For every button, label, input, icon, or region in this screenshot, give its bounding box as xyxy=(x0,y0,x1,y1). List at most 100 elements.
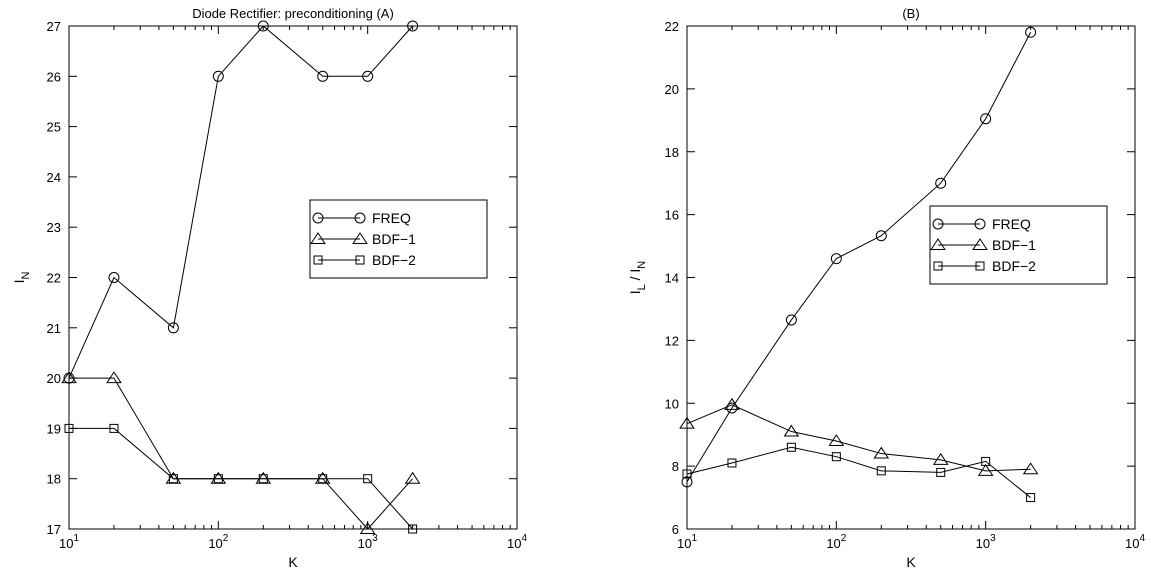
legend: FREQ BDF−1 BDF−2 xyxy=(309,199,488,279)
x-tick-label: 103 xyxy=(976,533,996,551)
legend-marker-bdf-1 xyxy=(352,232,368,244)
y-tick-label: 22 xyxy=(665,19,679,34)
data-point-bdf-2 xyxy=(318,474,328,484)
y-tick-label: 21 xyxy=(47,321,61,336)
data-point-bdf-1 xyxy=(61,371,77,384)
data-point-bdf-1 xyxy=(1022,462,1039,475)
data-point-bdf-2 xyxy=(727,458,737,468)
y-tick-label: 23 xyxy=(47,220,61,235)
y-tick-label: 17 xyxy=(47,522,61,537)
data-point-bdf-2 xyxy=(213,474,223,484)
legend-marker-freq xyxy=(354,212,366,224)
series-line-freq xyxy=(686,32,1032,483)
series-bdf-2 xyxy=(682,442,1036,503)
data-point-freq xyxy=(980,113,992,125)
data-point-bdf-1 xyxy=(359,522,376,534)
data-point-bdf-2 xyxy=(408,524,418,534)
data-point-bdf-2 xyxy=(258,474,268,484)
data-point-bdf-1 xyxy=(106,371,122,384)
y-tick-label: 19 xyxy=(47,421,61,436)
legend-marker-bdf-2 xyxy=(975,261,985,271)
data-point-freq xyxy=(362,70,374,82)
data-point-bdf-2 xyxy=(831,452,841,462)
x-axis-label: K xyxy=(288,554,298,570)
y-axis-label: IN xyxy=(11,272,32,284)
series-freq xyxy=(681,26,1037,488)
legend-label-bdf-2: BDF−2 xyxy=(372,252,416,268)
data-point-bdf-2 xyxy=(1026,493,1036,503)
legend-label-bdf-2: BDF−2 xyxy=(992,258,1036,274)
chart-panel-a: Diode Rectifier: preconditioning (A)101 1… xyxy=(11,6,527,570)
x-tick-label: 103 xyxy=(358,533,378,551)
y-axis-label: IL / IN xyxy=(627,261,648,295)
y-tick-label: 12 xyxy=(665,333,679,348)
series-line-bdf-1 xyxy=(686,404,1031,472)
x-tick-label: 104 xyxy=(1125,533,1145,551)
data-point-bdf-1 xyxy=(679,416,695,429)
data-point-bdf-1 xyxy=(724,397,740,410)
x-axis-label: K xyxy=(906,554,916,570)
legend-marker-bdf-2 xyxy=(933,261,943,271)
data-point-freq xyxy=(935,177,947,189)
chart-title: (B) xyxy=(902,6,919,21)
data-point-bdf-2 xyxy=(109,423,119,433)
data-point-bdf-1 xyxy=(977,463,994,476)
data-point-freq xyxy=(212,70,224,82)
data-point-freq xyxy=(1025,26,1037,38)
y-tick-label: 20 xyxy=(47,371,61,386)
data-point-bdf-1 xyxy=(873,446,890,459)
legend-label-bdf-1: BDF−1 xyxy=(372,231,416,247)
data-point-freq xyxy=(317,70,329,82)
x-axis: 101 102 103 104 xyxy=(59,26,527,551)
data-point-bdf-1 xyxy=(932,452,949,465)
x-axis: 101 102 103 104 xyxy=(677,26,1145,551)
series-bdf-1 xyxy=(679,397,1039,476)
legend-marker-bdf-1 xyxy=(930,238,946,250)
chart-title: Diode Rectifier: preconditioning (A) xyxy=(192,6,394,21)
legend: FREQ BDF−1 BDF−2 xyxy=(929,205,1108,285)
y-tick-label: 10 xyxy=(665,396,679,411)
data-point-freq xyxy=(726,402,738,414)
legend-label-freq: FREQ xyxy=(372,210,411,226)
series-bdf-2 xyxy=(64,423,418,534)
legend-marker-bdf-2 xyxy=(355,255,365,265)
data-point-bdf-2 xyxy=(876,466,886,476)
data-point-bdf-2 xyxy=(786,442,796,452)
data-point-bdf-2 xyxy=(936,467,946,477)
y-tick-label: 26 xyxy=(47,69,61,84)
legend-label-bdf-1: BDF−1 xyxy=(992,237,1036,253)
chart-panel-b: (B) 101 102 103 104 6 8 10 12 14 16 18 20 22 K IL / IN F… xyxy=(627,6,1145,570)
legend-marker-freq xyxy=(974,218,986,230)
series-line-bdf-2 xyxy=(686,446,1031,498)
data-point-freq xyxy=(108,272,120,283)
data-point-bdf-2 xyxy=(363,474,373,484)
y-tick-label: 18 xyxy=(47,472,61,487)
y-tick-label: 6 xyxy=(672,522,679,537)
data-point-bdf-2 xyxy=(168,474,178,484)
x-tick-label: 102 xyxy=(208,533,228,551)
y-tick-label: 27 xyxy=(47,19,61,34)
data-point-bdf-1 xyxy=(783,424,800,437)
legend-label-freq: FREQ xyxy=(992,216,1031,232)
x-tick-label: 104 xyxy=(507,533,527,551)
y-axis: 17 18 19 20 21 22 23 24 25 26 27 xyxy=(47,19,517,537)
series-freq xyxy=(63,20,419,384)
y-tick-label: 22 xyxy=(47,271,61,286)
data-point-bdf-2 xyxy=(981,456,991,466)
data-point-freq xyxy=(681,476,693,488)
legend-marker-bdf-1 xyxy=(972,238,988,250)
x-tick-label: 101 xyxy=(59,533,79,551)
data-point-bdf-1 xyxy=(828,434,845,446)
data-point-freq xyxy=(785,314,797,326)
data-point-bdf-2 xyxy=(682,469,692,479)
y-tick-label: 25 xyxy=(47,120,61,135)
y-axis: 6 8 10 12 14 16 18 20 22 xyxy=(665,19,1135,537)
x-tick-label: 101 xyxy=(677,533,697,551)
data-point-freq xyxy=(257,20,269,32)
data-point-freq xyxy=(830,253,842,265)
y-tick-label: 20 xyxy=(665,82,679,97)
data-point-freq xyxy=(875,230,887,242)
data-point-bdf-1 xyxy=(404,471,421,484)
legend-marker-freq xyxy=(312,212,324,224)
